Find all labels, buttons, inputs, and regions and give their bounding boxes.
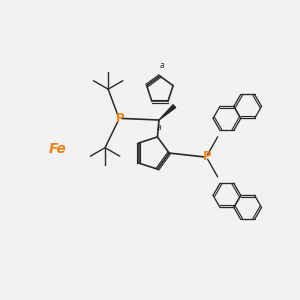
Polygon shape: [159, 105, 176, 120]
Text: a: a: [160, 61, 164, 70]
Text: a: a: [157, 122, 161, 131]
Text: P: P: [116, 112, 124, 125]
Text: P: P: [202, 150, 211, 164]
Text: Fe: Fe: [49, 142, 66, 156]
